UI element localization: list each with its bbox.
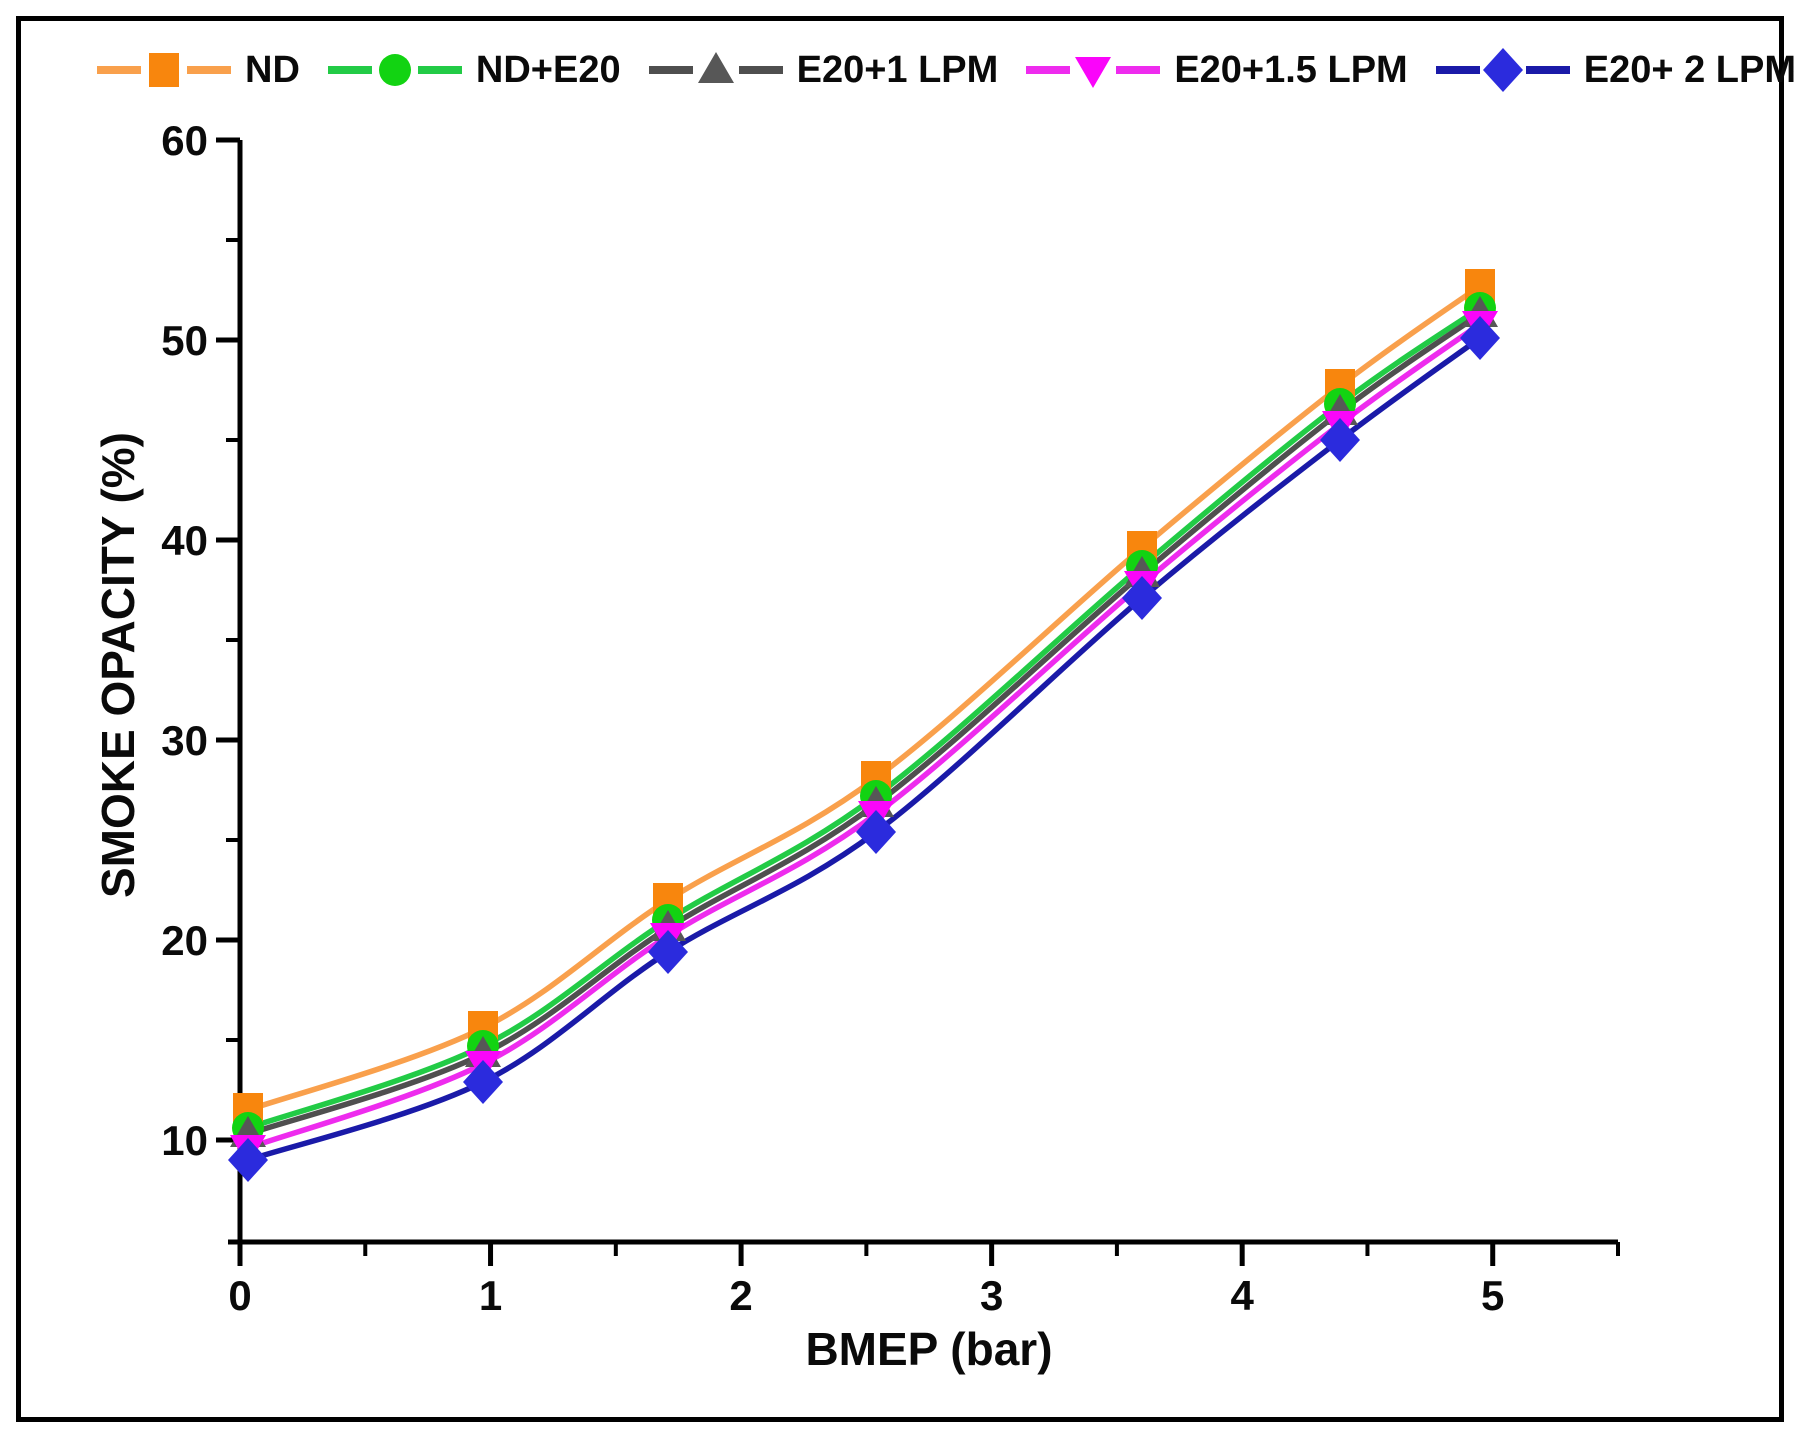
series-curve-nd+e20 xyxy=(245,305,1483,1131)
series-marker-square xyxy=(149,53,179,87)
x-tick-label: 3 xyxy=(980,1272,1003,1319)
legend-item-e20+1-lpm: E20+1 LPM xyxy=(647,46,999,94)
series-marker-diamond xyxy=(856,810,896,854)
series-markers-e20+1-lpm xyxy=(230,296,1498,1147)
legend-label: ND xyxy=(245,48,300,91)
series-marker-triangle-up xyxy=(697,52,734,83)
series-markers-nd xyxy=(233,269,1495,1127)
legend-item-nd: ND xyxy=(95,46,300,94)
legend-label: E20+1 LPM xyxy=(796,48,999,91)
legend-glyph-triangle-up xyxy=(648,52,783,83)
series-marker-diamond xyxy=(228,1138,268,1182)
y-axis-title: SMOKE OPACITY (%) xyxy=(92,432,144,898)
figure-border xyxy=(16,16,1784,1422)
legend-label: ND+E20 xyxy=(475,48,621,91)
y-tick-label: 60 xyxy=(161,117,208,164)
series-curve-nd xyxy=(245,283,1483,1113)
legend-glyph-circle xyxy=(327,54,462,86)
series-marker-diamond xyxy=(1482,48,1523,92)
legend-item-nd+e20: ND+E20 xyxy=(326,46,621,94)
legend-label: E20+1.5 LPM xyxy=(1174,48,1408,91)
legend-item-e20+1.5-lpm: E20+1.5 LPM xyxy=(1024,46,1408,94)
y-tick-label: 20 xyxy=(161,917,208,964)
y-tick-label: 50 xyxy=(161,317,208,364)
y-tick-label: 30 xyxy=(161,717,208,764)
series-markers-nd+e20 xyxy=(232,292,1496,1144)
x-tick-label: 1 xyxy=(479,1272,502,1319)
series-marker-diamond xyxy=(648,930,688,974)
series-marker-diamond xyxy=(1460,316,1500,360)
y-tick-label: 10 xyxy=(161,1117,208,1164)
series-marker-diamond xyxy=(463,1060,503,1104)
series-marker-triangle-down xyxy=(1075,57,1112,88)
y-tick-label: 40 xyxy=(161,517,208,564)
series-marker-diamond xyxy=(1122,576,1162,620)
legend-glyph-diamond xyxy=(1435,48,1570,92)
legend-label: E20+ 2 LPM xyxy=(1583,48,1796,91)
x-tick-label: 5 xyxy=(1481,1272,1504,1319)
legend-item-e20+-2-lpm: E20+ 2 LPM xyxy=(1434,46,1796,94)
legend: ND ND+E20 E20+1 LPM E20+1.5 LPM E20+ 2 LPM xyxy=(95,38,1796,102)
x-axis-title: BMEP (bar) xyxy=(805,1323,1053,1375)
x-tick-label: 4 xyxy=(1231,1272,1255,1319)
series-marker-circle xyxy=(378,54,411,86)
x-tick-label: 0 xyxy=(228,1272,251,1319)
legend-glyph-square xyxy=(97,53,231,87)
series-markers-e20+-2-lpm xyxy=(228,316,1500,1182)
x-tick-label: 2 xyxy=(729,1272,752,1319)
series-marker-diamond xyxy=(1320,418,1360,462)
legend-glyph-triangle-down xyxy=(1026,57,1161,88)
